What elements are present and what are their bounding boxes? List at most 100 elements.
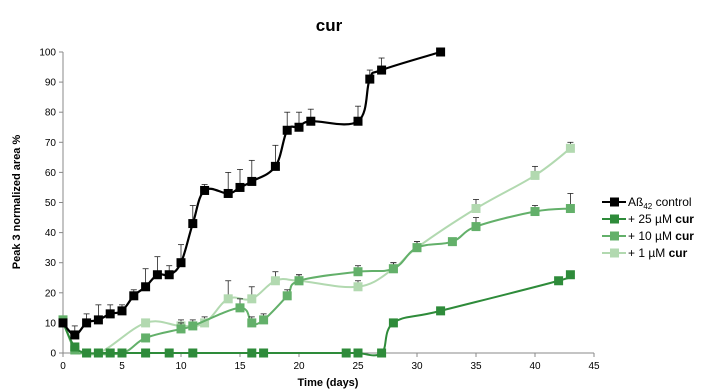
x-tick-label: 45 [588, 361, 600, 372]
data-point [247, 348, 257, 358]
y-tick-label: 50 [45, 198, 57, 209]
data-point [82, 348, 92, 358]
data-point [200, 318, 210, 328]
data-point [270, 161, 280, 171]
legend-label: Aß42 control [628, 195, 692, 211]
x-tick-label: 25 [352, 361, 364, 372]
data-point [294, 276, 304, 286]
legend-marker [610, 248, 619, 258]
legend-item: + 25 µM cur [602, 212, 694, 226]
data-point [471, 204, 481, 214]
y-ticks: 0 10 20 30 40 50 60 70 80 90 100 [39, 48, 63, 360]
data-point [447, 237, 457, 247]
y-tick-label: 80 [45, 108, 57, 119]
y-tick-label: 70 [45, 138, 57, 149]
series-line [62, 273, 574, 357]
y-tick-label: 40 [45, 228, 57, 239]
y-tick-label: 10 [45, 318, 57, 329]
x-tick-label: 15 [234, 361, 246, 372]
y-tick-label: 60 [45, 168, 57, 179]
data-point [282, 291, 292, 301]
data-point [70, 342, 80, 352]
legend-item: + 10 µM cur [602, 229, 694, 243]
data-point [176, 324, 186, 334]
x-ticks: 0 5 10 15 20 25 30 35 40 45 [60, 353, 600, 372]
data-point [412, 243, 422, 253]
y-tick-label: 100 [39, 48, 56, 59]
data-point [530, 207, 540, 217]
x-tick-label: 10 [175, 361, 187, 372]
data-point [247, 176, 257, 186]
data-point [141, 318, 151, 328]
y-tick-label: 20 [45, 288, 57, 299]
y-tick-label: 0 [50, 349, 56, 360]
chart-title: cur [316, 16, 343, 35]
data-point [436, 47, 446, 57]
data-point [129, 291, 139, 301]
x-tick-label: 5 [119, 361, 125, 372]
data-point [341, 348, 351, 358]
data-point [200, 185, 210, 195]
data-point [565, 143, 575, 153]
data-point [82, 318, 92, 328]
data-point [353, 282, 363, 292]
data-point [353, 116, 363, 126]
legend-item: Aß42 control [602, 195, 692, 211]
data-point [235, 182, 245, 192]
plot-area: 0 10 20 30 40 50 60 70 80 90 100 0 5 10 15 20 25 30 35 40 4… [39, 47, 600, 372]
data-point [565, 204, 575, 214]
data-point [141, 348, 151, 358]
data-point [353, 267, 363, 277]
series-3 [58, 141, 575, 358]
legend-marker [610, 214, 619, 224]
legend-label: + 10 µM cur [628, 229, 694, 243]
data-point [306, 116, 316, 126]
data-point [223, 188, 233, 198]
data-point [247, 318, 257, 328]
data-point [554, 276, 564, 286]
data-point [565, 270, 575, 280]
data-point [388, 264, 398, 274]
x-axis-label: Time (days) [298, 377, 359, 389]
data-point [365, 74, 375, 84]
data-point [164, 348, 174, 358]
data-point [294, 122, 304, 132]
x-tick-label: 20 [293, 361, 305, 372]
x-tick-label: 35 [470, 361, 482, 372]
series-0 [58, 47, 446, 340]
data-point [259, 315, 269, 325]
data-point [152, 270, 162, 280]
data-point [282, 125, 292, 135]
data-point [105, 348, 115, 358]
data-point [117, 306, 127, 316]
y-tick-label: 90 [45, 78, 57, 89]
data-point [164, 270, 174, 280]
data-point [188, 348, 198, 358]
data-point [93, 315, 103, 325]
data-point [117, 348, 127, 358]
data-point [223, 294, 233, 304]
data-point [377, 348, 387, 358]
legend-marker [610, 197, 619, 207]
data-point [388, 318, 398, 328]
data-point [353, 348, 363, 358]
legend-label: + 25 µM cur [628, 212, 694, 226]
data-point [235, 303, 245, 313]
data-point [270, 276, 280, 286]
x-tick-label: 40 [529, 361, 541, 372]
legend-marker [610, 231, 619, 241]
data-point [141, 282, 151, 292]
series-2 [58, 193, 575, 358]
data-point [471, 222, 481, 232]
data-point [377, 65, 387, 75]
data-point [105, 309, 115, 319]
data-point [141, 333, 151, 343]
x-tick-label: 0 [60, 361, 66, 372]
data-point [176, 258, 186, 268]
legend-label: + 1 µM cur [628, 246, 688, 260]
data-point [188, 321, 198, 331]
data-point [259, 348, 269, 358]
x-tick-label: 30 [411, 361, 423, 372]
series-line [62, 207, 571, 356]
